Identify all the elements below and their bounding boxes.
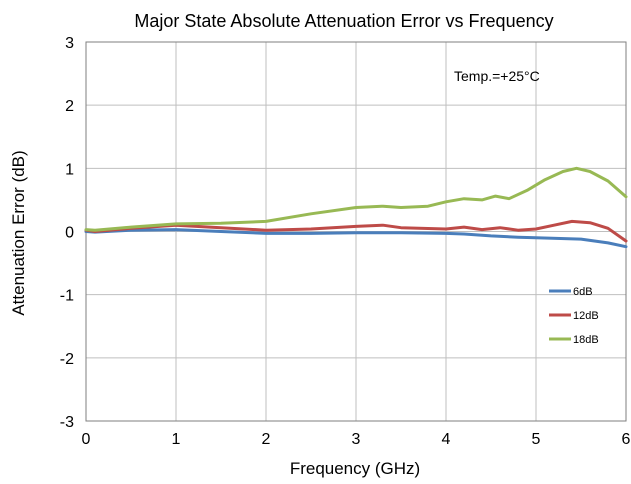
y-tick-label: 0 xyxy=(65,225,74,242)
x-tick-label: 5 xyxy=(532,431,541,448)
series-lines xyxy=(84,166,628,249)
chart-title: Major State Absolute Attenuation Error v… xyxy=(134,11,553,31)
y-axis-label: Attenuation Error (dB) xyxy=(9,150,28,315)
x-tick-label: 6 xyxy=(622,431,631,448)
legend: 6dB 12dB 18dB xyxy=(549,286,599,346)
y-tick-label: 1 xyxy=(65,161,74,178)
x-tick-label: 1 xyxy=(172,431,181,448)
legend-label-18db: 18dB xyxy=(573,334,599,346)
series-line-12db xyxy=(84,219,628,243)
x-axis-label: Frequency (GHz) xyxy=(290,459,420,478)
legend-label-6db: 6dB xyxy=(573,286,593,298)
series-line-18db xyxy=(84,166,628,232)
axis-ticks: 0 1 2 3 4 5 6 -3 -2 -1 0 1 2 3 xyxy=(60,35,631,448)
y-tick-label: -2 xyxy=(60,351,74,368)
x-tick-label: 0 xyxy=(82,431,91,448)
y-tick-label: 3 xyxy=(65,35,74,52)
y-tick-label: -1 xyxy=(60,288,74,305)
temperature-annotation: Temp.=+25°C xyxy=(454,68,540,84)
y-tick-label: 2 xyxy=(65,98,74,115)
series-line-6db xyxy=(84,228,628,249)
x-tick-label: 3 xyxy=(352,431,361,448)
x-tick-label: 4 xyxy=(442,431,451,448)
legend-label-12db: 12dB xyxy=(573,310,599,322)
x-tick-label: 2 xyxy=(262,431,271,448)
y-tick-label: -3 xyxy=(60,414,74,431)
